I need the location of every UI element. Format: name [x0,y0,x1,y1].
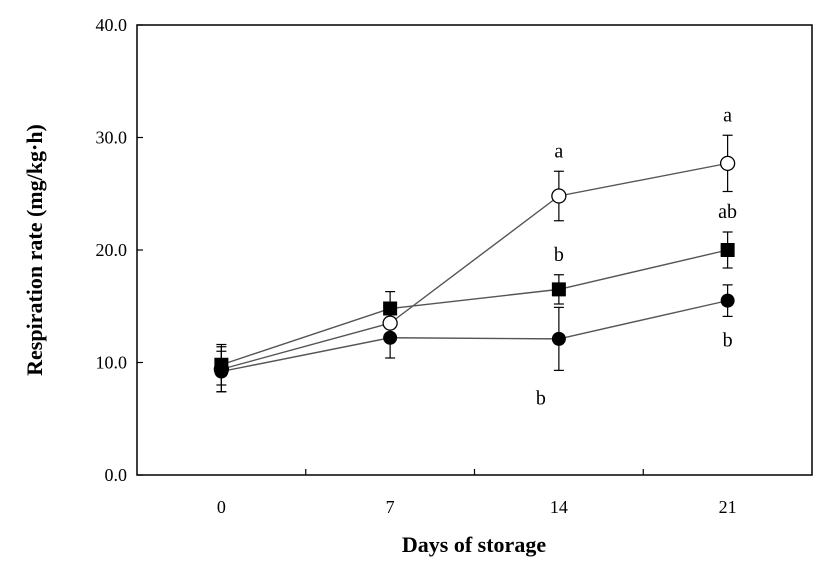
significance-label: a [723,104,732,126]
x-tick-label: 0 [217,497,226,517]
y-tick-label: 0.0 [105,465,128,485]
x-tick-label: 14 [550,497,568,517]
significance-label: a [554,140,563,162]
data-point [383,301,398,316]
data-point [214,364,229,379]
series-line [221,299,728,373]
data-point [551,282,566,297]
plot-area-frame [136,24,813,476]
x-tick-label: 7 [386,497,395,517]
axes [136,24,813,476]
ticks: 0.0 10.0 20.0 30.0 40.0 0 7 14 21 [96,15,737,517]
data-point [551,188,567,204]
y-tick-label: 40.0 [96,15,128,35]
series-line [221,162,728,370]
data-point [720,293,735,308]
data-point [719,155,736,172]
significance-label: b [536,387,546,409]
data-point [551,331,566,346]
data-point [382,315,398,331]
y-axis-title: Respiration rate (mg/kg·h) [22,124,47,376]
significance-label: ab [718,201,737,223]
significance-label: b [723,329,733,351]
x-axis-title: Days of storage [402,532,546,557]
data-point [383,330,398,345]
series-line [221,249,728,366]
y-tick-label: 30.0 [96,128,128,148]
data-point [720,243,735,257]
x-tick-label: 21 [719,497,737,517]
y-tick-label: 10.0 [96,353,128,373]
significance-label: b [554,244,564,266]
y-tick-label: 20.0 [96,240,128,260]
